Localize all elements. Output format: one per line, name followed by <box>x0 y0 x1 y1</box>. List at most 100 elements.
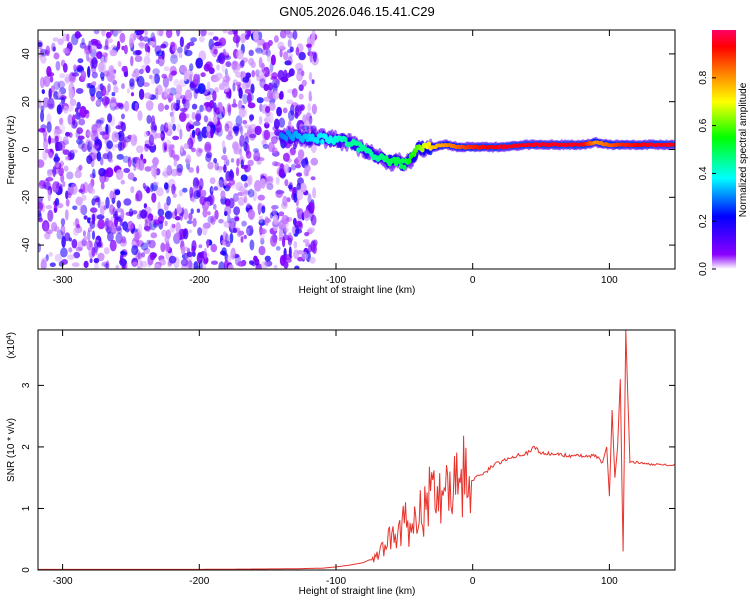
top-y-tick-label: 40 <box>21 48 32 60</box>
heatmap-cell <box>96 122 103 133</box>
heatmap-cell <box>115 232 123 244</box>
heatmap-cell <box>156 30 164 37</box>
heatmap-cell <box>127 220 134 231</box>
bottom-y-tick-label: 1 <box>21 505 32 511</box>
heatmap-cell <box>213 186 219 191</box>
heatmap-cell <box>104 90 109 96</box>
heatmap-cell <box>133 32 137 41</box>
heatmap-cell <box>162 243 171 252</box>
heatmap-cell <box>247 159 254 166</box>
heatmap-cell <box>196 208 201 213</box>
heatmap-cell <box>71 119 79 128</box>
heatmap-cell <box>225 134 234 141</box>
heatmap-cell <box>136 30 145 35</box>
heatmap-cell <box>171 183 176 195</box>
heatmap-cell <box>301 251 309 260</box>
heatmap-cell <box>232 141 239 151</box>
heatmap-cell <box>249 114 253 123</box>
heatmap-cell <box>204 201 211 207</box>
signal-track-cell <box>356 147 361 153</box>
heatmap-cell <box>75 196 83 206</box>
heatmap-cell <box>105 260 110 269</box>
heatmap-cell <box>283 164 290 174</box>
heatmap-cell <box>157 208 165 217</box>
heatmap-cell <box>164 87 169 98</box>
heatmap-cell <box>120 122 126 132</box>
signal-track-cell <box>357 141 363 148</box>
heatmap-cell <box>247 188 255 198</box>
heatmap-cell <box>90 207 98 213</box>
heatmap-cell <box>264 255 271 262</box>
heatmap-cell <box>96 151 102 162</box>
heatmap-cell <box>205 61 213 70</box>
heatmap-cell <box>66 105 74 112</box>
heatmap-cell <box>293 241 298 249</box>
heatmap-cell <box>276 106 282 117</box>
heatmap-cell <box>102 96 110 106</box>
heatmap-cell <box>158 55 162 60</box>
heatmap-cell <box>41 220 50 232</box>
heatmap-cell <box>173 78 180 87</box>
heatmap-cell <box>149 74 153 80</box>
heatmap-cell <box>80 183 86 195</box>
top-x-tick-label: -200 <box>189 275 209 286</box>
heatmap-cell <box>157 102 165 112</box>
heatmap-cell <box>91 124 98 137</box>
heatmap-cell <box>54 253 63 262</box>
heatmap-cell <box>38 128 46 133</box>
top-x-tick-label: -300 <box>53 275 73 286</box>
signal-track-cell <box>343 136 348 143</box>
heatmap-cell <box>193 73 199 85</box>
heatmap-cell <box>279 49 283 58</box>
heatmap-cell <box>117 141 123 152</box>
heatmap-cell <box>216 110 224 120</box>
bottom-x-tick-label: 0 <box>470 576 476 587</box>
heatmap-cell <box>227 214 231 224</box>
heatmap-cell <box>168 123 173 134</box>
heatmap-cell <box>237 196 245 206</box>
heatmap-cell <box>199 259 203 269</box>
heatmap-cell <box>240 59 245 67</box>
heatmap-cell <box>47 103 55 109</box>
heatmap-cell <box>122 221 128 231</box>
heatmap-cell <box>87 66 91 78</box>
heatmap-cell <box>65 156 70 161</box>
heatmap-cell <box>96 51 103 59</box>
heatmap-cell <box>42 184 47 189</box>
heatmap-cell <box>308 71 313 82</box>
heatmap-cell <box>56 183 63 190</box>
heatmap-cell <box>120 179 126 185</box>
heatmap-cell <box>167 261 172 268</box>
heatmap-cell <box>192 177 200 189</box>
heatmap-cell <box>109 239 117 252</box>
heatmap-cell <box>178 189 183 197</box>
heatmap-cell <box>107 83 111 93</box>
heatmap-cell <box>298 51 306 61</box>
heatmap-cell <box>304 116 313 128</box>
heatmap-cell <box>131 245 139 256</box>
heatmap-cell <box>101 30 106 37</box>
heatmap-cell <box>49 76 54 83</box>
heatmap-cell <box>236 158 240 167</box>
colorbar-gradient <box>712 30 736 269</box>
heatmap-cell <box>38 159 45 168</box>
heatmap-cell <box>270 54 276 66</box>
heatmap-cell <box>213 203 217 210</box>
heatmap-cell <box>55 60 61 71</box>
heatmap-cell <box>181 246 186 255</box>
heatmap-cell <box>110 216 114 222</box>
heatmap-cell <box>164 104 170 111</box>
heatmap-cell <box>202 208 208 218</box>
heatmap-cell <box>240 159 244 168</box>
heatmap-cell <box>255 47 263 54</box>
heatmap-cell <box>180 258 189 267</box>
heatmap-cell <box>232 193 239 202</box>
heatmap-cell <box>52 37 59 42</box>
heatmap-cell <box>294 228 303 234</box>
signal-track-cell <box>407 158 412 164</box>
heatmap-cell <box>42 97 50 108</box>
heatmap-cell <box>61 226 66 232</box>
heatmap-cell <box>123 168 131 173</box>
heatmap-cell <box>183 150 187 156</box>
signal-track-cell <box>284 135 289 142</box>
